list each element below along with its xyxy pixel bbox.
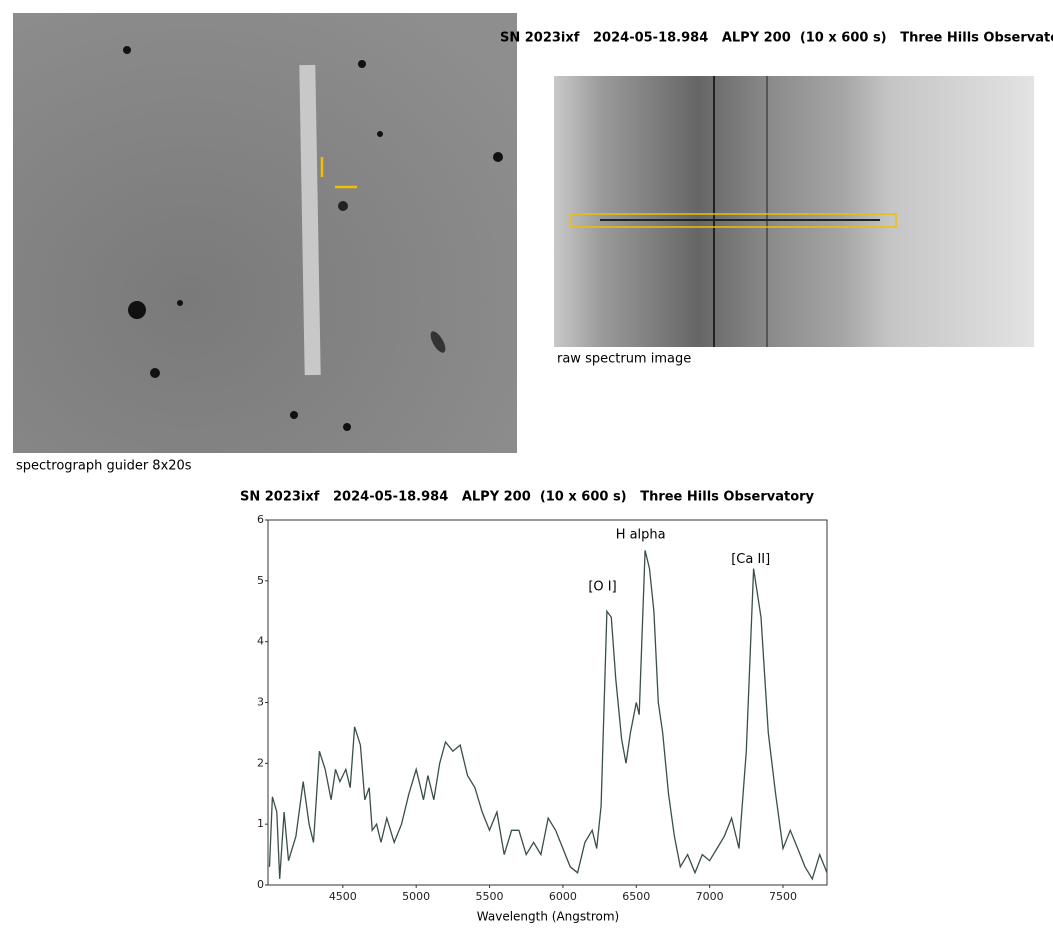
x-axis-label: Wavelength (Angstrom): [477, 910, 619, 924]
plot-frame: [267, 519, 828, 886]
y-tick-label: 2: [257, 756, 264, 769]
y-tick-label: 1: [257, 817, 264, 830]
x-tick-label: 5500: [476, 890, 504, 903]
y-tick-label: 5: [257, 574, 264, 587]
image-caption: raw spectrum image: [557, 352, 691, 367]
annotation: H alpha: [616, 528, 666, 543]
spectrum-line: [268, 550, 828, 881]
guider-image: [13, 13, 517, 453]
chart-title: SN 2023ixf 2024-05-18.984 ALPY 200 (10 x…: [240, 490, 815, 505]
image-caption: spectrograph guider 8x20s: [16, 459, 192, 474]
header: SN 2023ixf 2024-05-18.984 ALPY 200 (10 x…: [500, 31, 1053, 46]
raw-spectrum-image: [554, 76, 1034, 347]
x-tick-label: 6500: [622, 890, 650, 903]
x-tick-label: 7000: [696, 890, 724, 903]
y-tick-label: 0: [257, 878, 264, 891]
x-tick-label: 6000: [549, 890, 577, 903]
y-tick-label: 6: [257, 513, 264, 526]
x-tick-label: 7500: [769, 890, 797, 903]
x-tick-label: 5000: [402, 890, 430, 903]
x-tick-label: 4500: [329, 890, 357, 903]
y-tick-label: 4: [257, 635, 264, 648]
y-tick-label: 3: [257, 696, 264, 709]
annotation: [O I]: [588, 579, 616, 594]
annotation: [Ca II]: [731, 552, 770, 567]
